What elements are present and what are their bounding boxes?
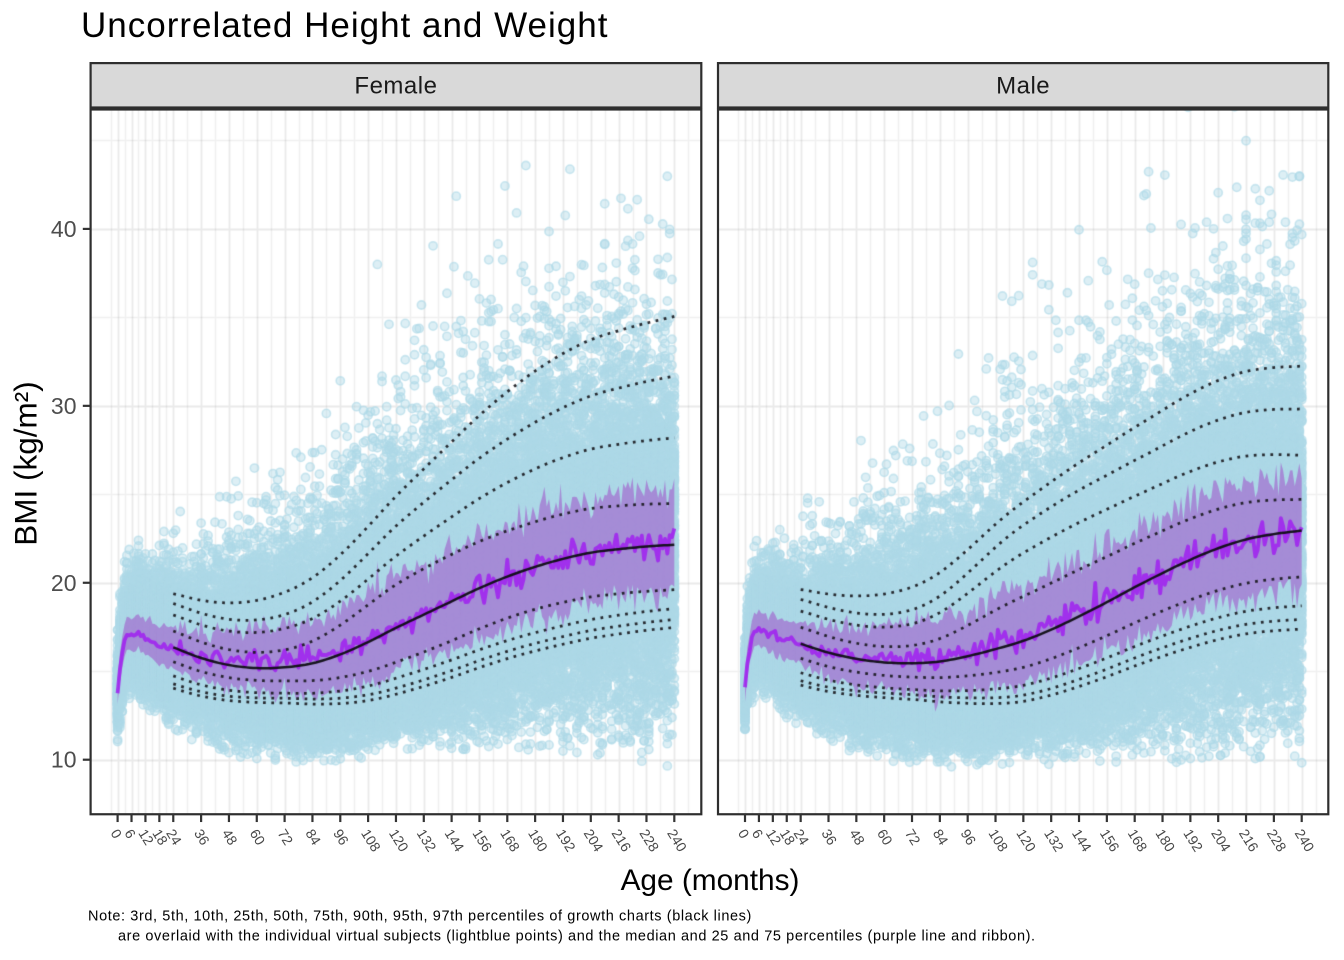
svg-text:180: 180 [525, 826, 551, 854]
svg-text:120: 120 [1013, 826, 1039, 854]
svg-text:18: 18 [149, 826, 171, 848]
svg-text:40: 40 [51, 216, 77, 242]
svg-text:96: 96 [330, 826, 352, 848]
svg-text:48: 48 [219, 826, 241, 848]
svg-text:132: 132 [1041, 826, 1067, 854]
svg-text:84: 84 [302, 826, 324, 848]
svg-text:228: 228 [1264, 826, 1290, 854]
svg-text:12: 12 [763, 826, 785, 848]
svg-text:10: 10 [51, 747, 77, 773]
svg-text:156: 156 [469, 826, 495, 854]
svg-text:108: 108 [985, 826, 1011, 854]
svg-text:144: 144 [1069, 826, 1095, 854]
svg-text:168: 168 [497, 826, 523, 854]
svg-text:Age (months): Age (months) [621, 864, 800, 897]
svg-text:204: 204 [581, 826, 607, 854]
svg-text:24: 24 [791, 826, 813, 848]
svg-text:168: 168 [1125, 826, 1151, 854]
svg-text:192: 192 [553, 826, 579, 854]
svg-text:120: 120 [386, 826, 412, 854]
svg-text:240: 240 [664, 826, 690, 854]
svg-text:60: 60 [247, 826, 269, 848]
svg-text:216: 216 [1236, 826, 1262, 854]
svg-text:36: 36 [191, 826, 213, 848]
svg-text:Male: Male [996, 73, 1050, 100]
svg-text:36: 36 [818, 826, 840, 848]
svg-text:48: 48 [846, 826, 868, 848]
svg-text:240: 240 [1292, 826, 1318, 854]
svg-text:Female: Female [354, 73, 437, 100]
svg-text:18: 18 [777, 826, 799, 848]
svg-text:12: 12 [135, 826, 157, 848]
svg-text:192: 192 [1180, 826, 1206, 854]
svg-text:132: 132 [414, 826, 440, 854]
svg-text:Uncorrelated Height and Weight: Uncorrelated Height and Weight [81, 6, 608, 45]
svg-text:BMI (kg/m²): BMI (kg/m²) [8, 381, 44, 545]
svg-text:180: 180 [1152, 826, 1178, 854]
svg-text:84: 84 [930, 826, 952, 848]
svg-text:20: 20 [51, 570, 77, 596]
svg-text:are overlaid with the individu: are overlaid with the individual virtual… [118, 928, 1036, 944]
svg-text:144: 144 [442, 826, 468, 854]
svg-text:24: 24 [163, 826, 185, 848]
svg-text:108: 108 [358, 826, 384, 854]
svg-text:156: 156 [1097, 826, 1123, 854]
svg-text:72: 72 [275, 826, 297, 848]
svg-text:96: 96 [958, 826, 980, 848]
svg-text:216: 216 [609, 826, 635, 854]
svg-text:60: 60 [874, 826, 896, 848]
svg-text:204: 204 [1208, 826, 1234, 854]
svg-text:30: 30 [51, 393, 77, 419]
svg-text:Note: 3rd, 5th, 10th, 25th, 50: Note: 3rd, 5th, 10th, 25th, 50th, 75th, … [88, 908, 752, 924]
svg-text:72: 72 [902, 826, 924, 848]
svg-text:228: 228 [636, 826, 662, 854]
